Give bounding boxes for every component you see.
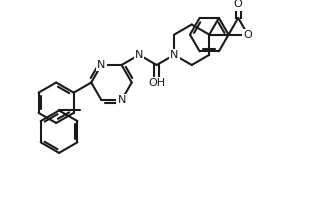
Text: N: N <box>135 50 143 60</box>
Text: N: N <box>117 95 126 105</box>
Text: O: O <box>234 0 243 9</box>
Text: OH: OH <box>148 78 165 88</box>
Text: N: N <box>170 50 178 60</box>
Text: O: O <box>244 30 252 40</box>
Text: N: N <box>97 60 106 70</box>
